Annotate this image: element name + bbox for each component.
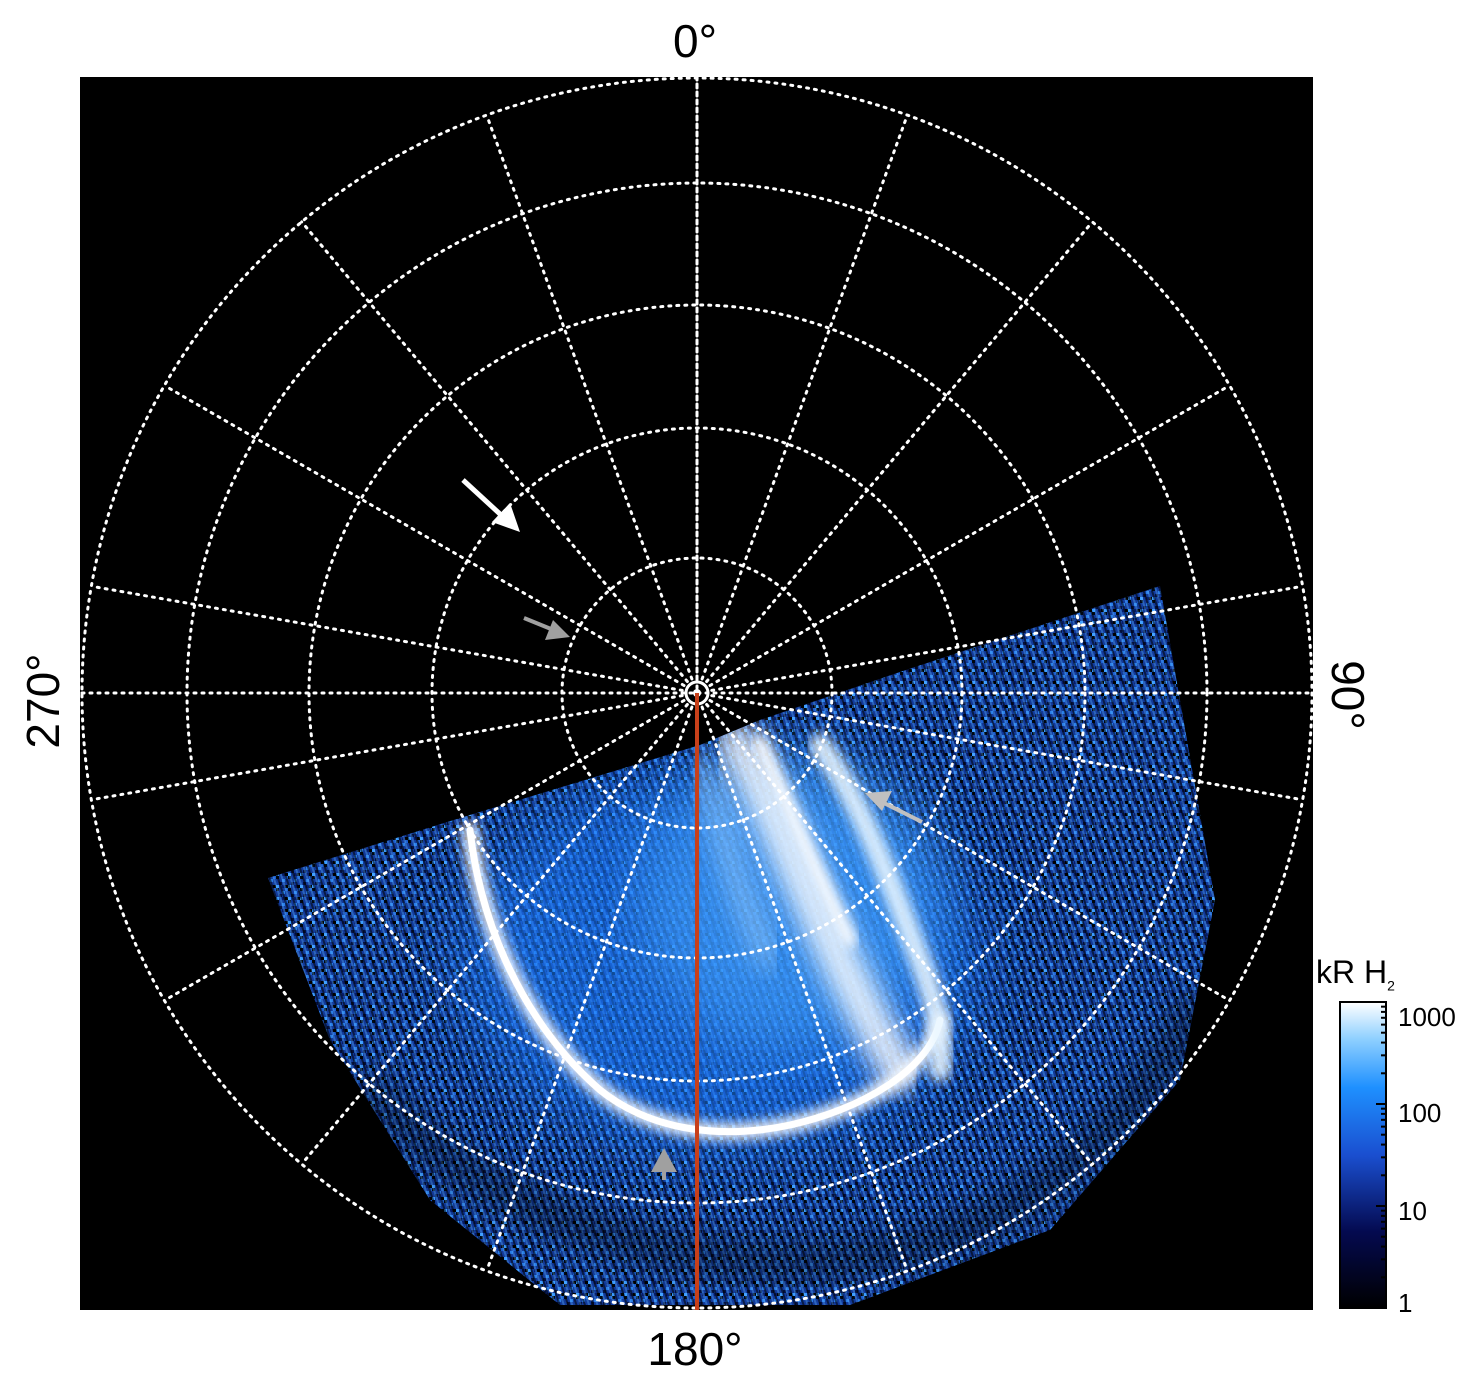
colorbar [1339, 1001, 1387, 1309]
angle-label-0: 0° [673, 15, 717, 67]
colorbar-tick-label: 10 [1398, 1196, 1427, 1226]
colorbar-gradient [1339, 1001, 1387, 1309]
colorbar-tick-label: 1000 [1398, 1002, 1456, 1032]
angle-label-270: 270° [17, 653, 69, 749]
grey-arrow-right [865, 791, 923, 824]
grey-arrow-bottom [651, 1148, 677, 1180]
angle-label-180: 180° [647, 1323, 743, 1375]
angle-label-90: 90° [1322, 660, 1374, 730]
white-arrow [461, 478, 520, 532]
colorbar-title: kR H2 [1316, 954, 1395, 994]
colorbar-tick-label: 100 [1398, 1098, 1442, 1128]
colorbar-tick-label: 1 [1398, 1288, 1413, 1318]
grey-arrow-upper [523, 616, 570, 640]
